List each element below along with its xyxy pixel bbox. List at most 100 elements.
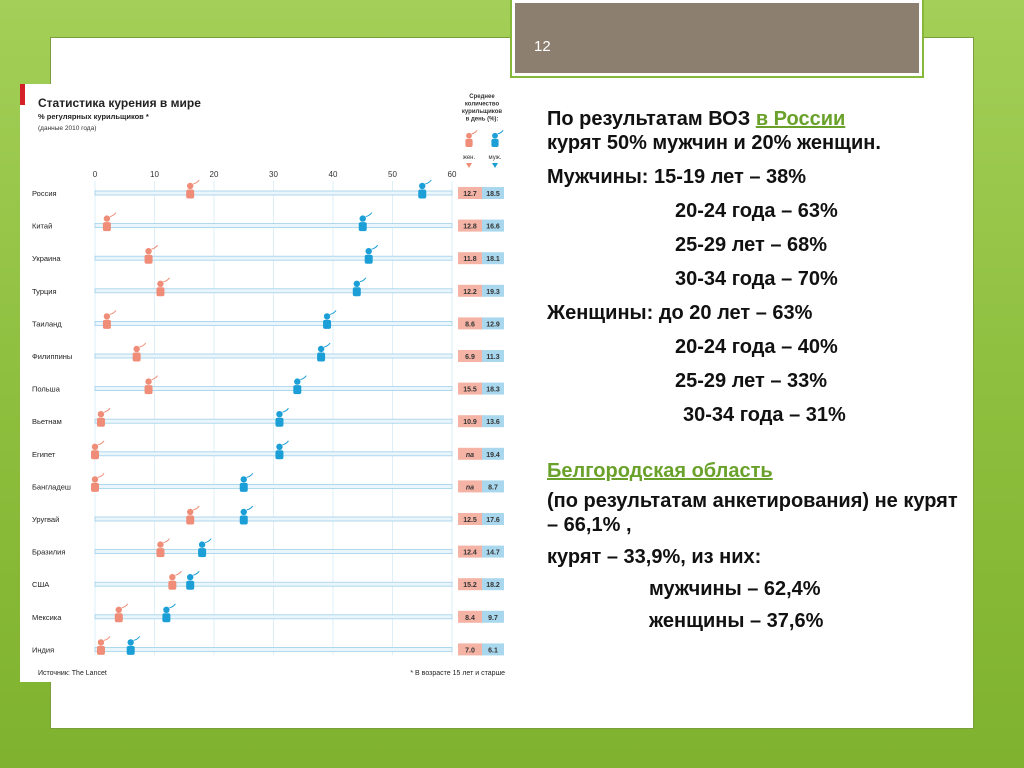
male-marker-icon-head — [365, 248, 372, 255]
male-marker-icon-body — [358, 222, 367, 232]
row-axis-line — [94, 483, 453, 489]
female-marker-icon-smoke — [151, 375, 158, 381]
side-header-line: количество — [465, 102, 500, 108]
male-marker-icon-head — [240, 476, 247, 483]
legend-female-icon-head — [466, 132, 472, 139]
male-marker-icon-smoke — [246, 473, 254, 478]
female-marker-icon-body — [156, 287, 165, 297]
row-axis-line — [94, 288, 453, 294]
male-marker-icon-body — [317, 352, 326, 362]
female-avg-value: 10.9 — [463, 419, 477, 426]
chart-footnote: * В возрасте 15 лет и старше — [410, 670, 505, 677]
female-marker-icon-smoke — [97, 440, 105, 446]
male-marker-icon-smoke — [425, 179, 432, 185]
female-marker-icon-body — [96, 417, 105, 427]
male-avg-value: 6.1 — [488, 647, 498, 654]
country-label: Турция — [32, 287, 57, 296]
x-tick-label: 10 — [150, 170, 159, 179]
female-marker-icon-body — [91, 450, 99, 460]
female-marker-icon-head — [91, 443, 99, 450]
male-avg-value: 11.3 — [486, 354, 499, 361]
side-header-line: в день (%): — [466, 117, 499, 123]
men-line-2: 20-24 года – 63% — [675, 200, 838, 222]
male-marker-icon-body — [198, 548, 207, 558]
female-marker-icon-body — [96, 645, 105, 655]
female-marker-icon-head — [145, 248, 152, 255]
region-line-2: курят – 33,9%, из них: — [547, 546, 762, 568]
female-marker-icon-body — [156, 548, 165, 558]
row-axis-line — [94, 353, 453, 359]
female-marker-icon-body — [132, 352, 141, 362]
male-marker-icon-smoke — [246, 505, 254, 511]
country-label: Таиланд — [32, 319, 62, 328]
region-line-1: (по результатам анкетирования) не курят … — [547, 490, 958, 536]
female-marker-icon-head — [157, 280, 164, 287]
female-marker-icon-body — [186, 189, 195, 199]
x-tick-label: 30 — [269, 170, 278, 179]
female-avg-value: 15.2 — [463, 582, 477, 589]
male-avg-box — [482, 578, 504, 591]
male-marker-icon-head — [317, 345, 325, 353]
male-avg-value: 17.6 — [486, 517, 500, 524]
text-line-summary: курят 50% мужчин и 20% женщин. — [547, 132, 881, 154]
country-label: Польша — [32, 385, 61, 394]
female-marker-icon-head — [103, 313, 111, 320]
male-marker-icon-body — [126, 645, 135, 655]
male-marker-icon-smoke — [193, 570, 200, 576]
male-marker-icon-smoke — [329, 310, 337, 315]
male-avg-value: 9.7 — [488, 615, 498, 622]
country-label: Уругвай — [32, 515, 59, 524]
who-prefix: По результатам ВОЗ — [547, 108, 756, 130]
row-axis-line — [94, 451, 453, 457]
female-marker-icon-body — [91, 482, 99, 492]
side-header-line: курильщиков — [462, 109, 502, 115]
country-label: Филиппины — [32, 352, 72, 361]
male-marker-icon-body — [239, 482, 248, 492]
male-marker-icon-head — [276, 411, 283, 418]
male-marker-icon-head — [353, 280, 360, 287]
x-tick-label: 20 — [210, 170, 219, 179]
female-marker-icon-body — [102, 222, 111, 232]
male-marker-icon-body — [162, 613, 171, 623]
country-label: Бангладеш — [32, 482, 71, 491]
male-marker-icon-smoke — [371, 244, 379, 250]
male-marker-icon-body — [275, 450, 284, 460]
male-marker-icon-smoke — [204, 538, 212, 544]
country-label: Украина — [32, 254, 61, 263]
russia-link[interactable]: в России — [755, 108, 846, 130]
female-marker-icon-body — [168, 580, 177, 590]
female-marker-icon-head — [103, 215, 111, 222]
x-tick-label: 60 — [448, 170, 457, 179]
men-line-3: 25-29 лет – 68% — [675, 234, 828, 256]
chart-subtitle: % регулярных курильщиков * — [38, 112, 149, 121]
female-marker-icon-smoke — [139, 342, 147, 348]
text-line-who: По результатам ВОЗ в России — [547, 107, 967, 131]
male-avg-value: 12.9 — [486, 321, 500, 328]
female-marker-icon-smoke — [109, 310, 117, 315]
male-marker-icon-head — [240, 508, 247, 516]
legend-female-icon-body — [465, 138, 473, 147]
male-marker-icon-smoke — [365, 212, 373, 218]
row-axis-line — [94, 255, 453, 261]
female-marker-icon-head — [157, 541, 164, 548]
women-line-1: Женщины: до 20 лет – 63% — [547, 302, 813, 324]
female-avg-value: 12.2 — [463, 289, 477, 296]
chart-source: Источник: The Lancet — [38, 670, 107, 677]
female-avg-value: 11.8 — [463, 256, 476, 263]
male-avg-box — [482, 545, 504, 558]
female-avg-value: 6.9 — [465, 354, 475, 361]
male-avg-box — [482, 643, 504, 656]
female-marker-icon-head — [187, 508, 194, 516]
male-marker-icon-head — [323, 313, 331, 320]
female-marker-icon-smoke — [103, 636, 111, 641]
female-marker-icon-smoke — [193, 179, 200, 185]
female-avg-value: na — [466, 452, 474, 459]
female-avg-box — [458, 382, 482, 395]
female-avg-box — [458, 610, 482, 623]
chart-note: (данные 2010 года) — [38, 125, 96, 132]
female-marker-icon-head — [187, 182, 194, 190]
male-avg-value: 13.6 — [486, 419, 500, 426]
female-marker-icon-smoke — [163, 277, 170, 283]
side-header-line: Среднее — [469, 94, 495, 100]
region-link[interactable]: Белгородская область — [547, 460, 773, 482]
